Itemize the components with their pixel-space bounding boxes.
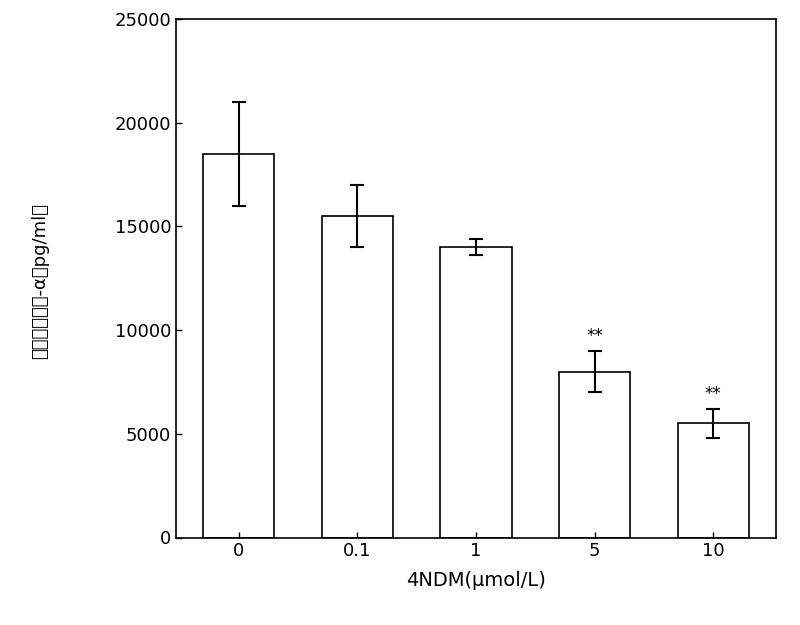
X-axis label: 4NDM(μmol/L): 4NDM(μmol/L) [406,571,546,591]
Bar [322,216,393,538]
Bar [203,154,274,538]
Bar [441,247,511,538]
Text: **: ** [586,326,603,344]
Bar [559,371,630,538]
Text: **: ** [705,384,722,402]
Bar [678,423,749,538]
Text: 肿瘤坏死因子-α（pg/ml）: 肿瘤坏死因子-α（pg/ml） [31,203,49,359]
